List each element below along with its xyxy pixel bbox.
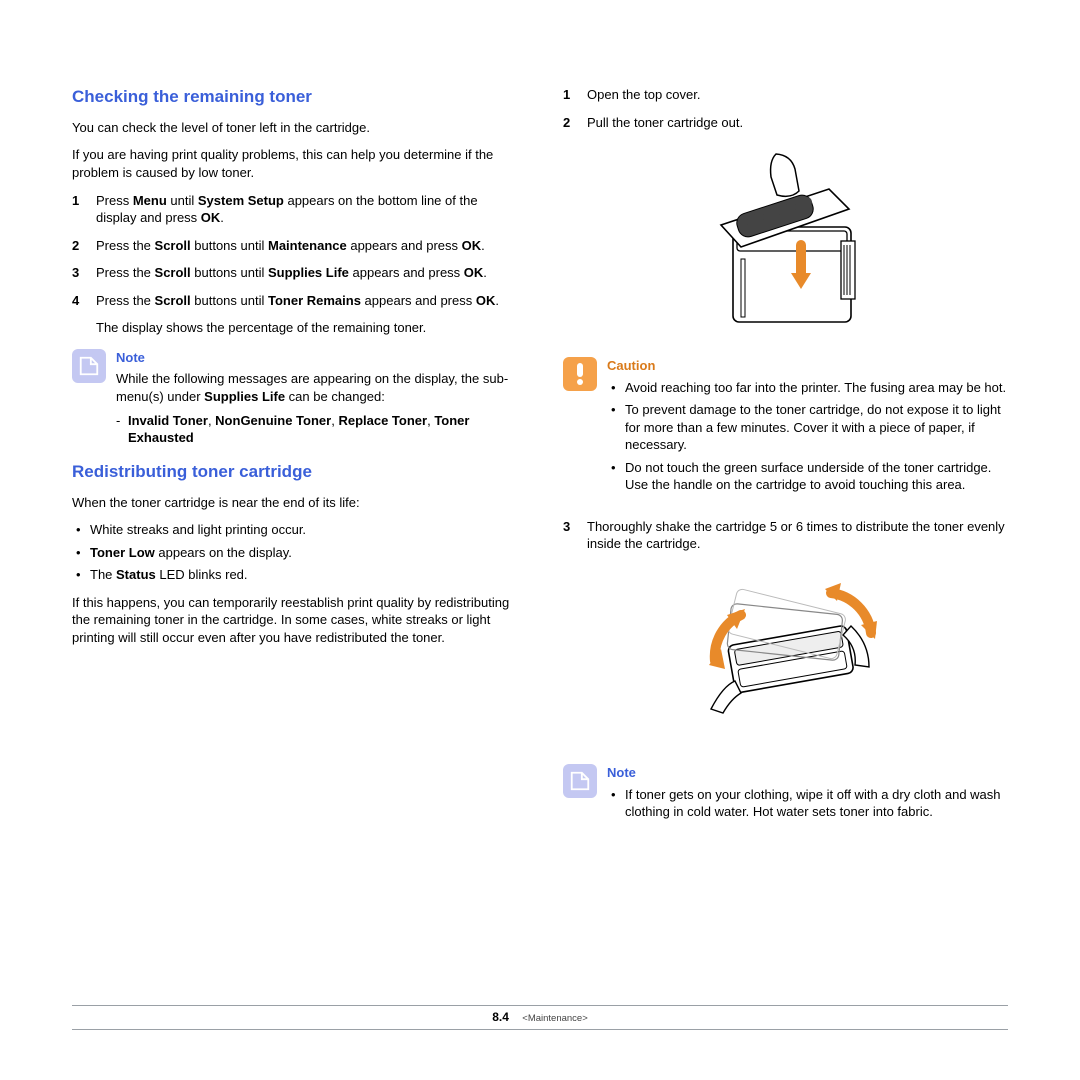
note-body: Note If toner gets on your clothing, wip… (607, 764, 1008, 831)
note-supplies-life: Note While the following messages are ap… (72, 349, 517, 447)
two-column-layout: Checking the remaining toner You can che… (72, 86, 1008, 845)
caution-block: Caution Avoid reaching too far into the … (563, 357, 1008, 504)
note-body: Note While the following messages are ap… (116, 349, 517, 447)
caution-title: Caution (607, 357, 1008, 375)
note-title: Note (607, 764, 1008, 782)
redis-steps-top: 1 Open the top cover. 2 Pull the toner c… (563, 86, 1008, 131)
list-item: Do not touch the green surface underside… (607, 459, 1008, 494)
note-dash-item: Invalid Toner, NonGenuine Toner, Replace… (116, 412, 517, 447)
list-item: Toner Low appears on the display. (72, 544, 517, 562)
step-text: Press Menu until System Setup appears on… (96, 192, 517, 227)
heading-redistributing: Redistributing toner cartridge (72, 461, 517, 484)
page-footer: 8.4 <Maintenance> (72, 1005, 1008, 1030)
caution-body: Caution Avoid reaching too far into the … (607, 357, 1008, 504)
symptoms-list: White streaks and light printing occur. … (72, 521, 517, 584)
step-item: 1 Press Menu until System Setup appears … (72, 192, 517, 227)
step-number: 4 (72, 292, 96, 310)
step-text: Press the Scroll buttons until Maintenan… (96, 237, 517, 255)
step-item: 2 Press the Scroll buttons until Mainten… (72, 237, 517, 255)
para-display-percentage: The display shows the percentage of the … (96, 319, 517, 337)
step-text: Press the Scroll buttons until Supplies … (96, 264, 517, 282)
list-item: The Status LED blinks red. (72, 566, 517, 584)
printer-illustration-icon (681, 149, 891, 334)
caution-icon (563, 357, 597, 391)
list-item: To prevent damage to the toner cartridge… (607, 401, 1008, 454)
step-text: Press the Scroll buttons until Toner Rem… (96, 292, 517, 310)
step-item: 3 Press the Scroll buttons until Supplie… (72, 264, 517, 282)
caution-bullets: Avoid reaching too far into the printer.… (607, 379, 1008, 494)
note-bullets: If toner gets on your clothing, wipe it … (607, 786, 1008, 821)
figure-open-cover (671, 141, 901, 341)
note-title: Note (116, 349, 517, 367)
figure-shake-cartridge (671, 563, 901, 748)
step-number: 3 (72, 264, 96, 282)
step-item: 4 Press the Scroll buttons until Toner R… (72, 292, 517, 310)
list-item: Avoid reaching too far into the printer.… (607, 379, 1008, 397)
note-toner-clothing: Note If toner gets on your clothing, wip… (563, 764, 1008, 831)
para-check-level: You can check the level of toner left in… (72, 119, 517, 137)
left-column: Checking the remaining toner You can che… (72, 86, 517, 845)
step-text: Open the top cover. (587, 86, 1008, 104)
step-item: 2 Pull the toner cartridge out. (563, 114, 1008, 132)
step-number: 1 (72, 192, 96, 227)
list-item: White streaks and light printing occur. (72, 521, 517, 539)
step-number: 1 (563, 86, 587, 104)
step-text: Thoroughly shake the cartridge 5 or 6 ti… (587, 518, 1008, 553)
section-name: <Maintenance> (522, 1013, 588, 1024)
step-number: 3 (563, 518, 587, 553)
right-column: 1 Open the top cover. 2 Pull the toner c… (563, 86, 1008, 845)
shake-illustration-icon (671, 571, 901, 741)
redis-step3: 3 Thoroughly shake the cartridge 5 or 6 … (563, 518, 1008, 553)
note-icon (563, 764, 597, 798)
step-text: Pull the toner cartridge out. (587, 114, 1008, 132)
page-number: 8.4 (492, 1010, 509, 1024)
para-print-quality: If you are having print quality problems… (72, 146, 517, 181)
heading-checking-toner: Checking the remaining toner (72, 86, 517, 109)
note-icon (72, 349, 106, 383)
step-item: 1 Open the top cover. (563, 86, 1008, 104)
step-number: 2 (72, 237, 96, 255)
para-redistribute: If this happens, you can temporarily ree… (72, 594, 517, 647)
note-text: While the following messages are appeari… (116, 370, 517, 446)
checking-steps: 1 Press Menu until System Setup appears … (72, 192, 517, 310)
list-item: If toner gets on your clothing, wipe it … (607, 786, 1008, 821)
step-item: 3 Thoroughly shake the cartridge 5 or 6 … (563, 518, 1008, 553)
para-end-of-life: When the toner cartridge is near the end… (72, 494, 517, 512)
step-number: 2 (563, 114, 587, 132)
